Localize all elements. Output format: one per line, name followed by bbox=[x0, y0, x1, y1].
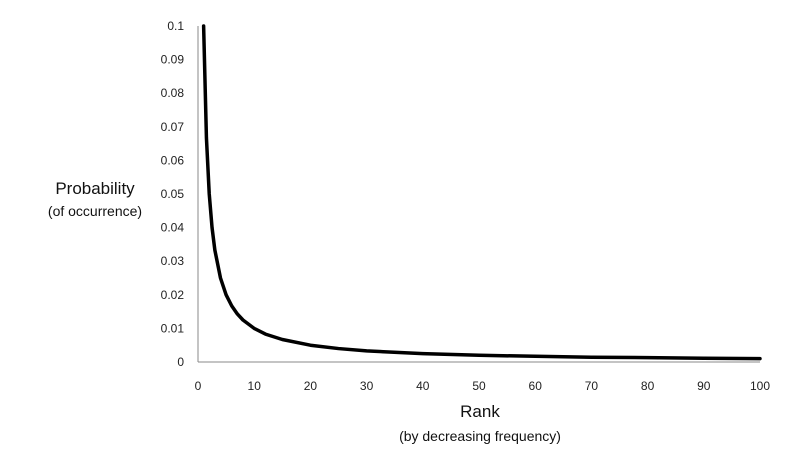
x-tick-labels: 0 10 20 30 40 50 60 70 80 90 100 bbox=[195, 379, 771, 393]
x-tick-label: 90 bbox=[697, 379, 711, 393]
y-tick-label: 0.07 bbox=[161, 120, 185, 134]
y-tick-labels: 0 0.01 0.02 0.03 0.04 0.05 0.06 0.07 0.08 0.09 0.1 bbox=[161, 19, 185, 369]
x-axis-sublabel: (by decreasing frequency) bbox=[399, 428, 561, 444]
y-tick-label: 0.1 bbox=[167, 19, 184, 33]
y-tick-label: 0.03 bbox=[161, 254, 185, 268]
y-tick-label: 0.09 bbox=[161, 53, 185, 67]
y-tick-label: 0.02 bbox=[161, 288, 185, 302]
x-tick-label: 60 bbox=[529, 379, 543, 393]
y-tick-label: 0 bbox=[177, 355, 184, 369]
x-tick-label: 80 bbox=[641, 379, 655, 393]
x-tick-label: 10 bbox=[248, 379, 262, 393]
y-tick-label: 0.08 bbox=[161, 86, 185, 100]
x-tick-label: 40 bbox=[416, 379, 430, 393]
x-tick-label: 0 bbox=[195, 379, 202, 393]
x-tick-label: 50 bbox=[472, 379, 486, 393]
y-tick-label: 0.04 bbox=[161, 221, 185, 235]
series-line bbox=[201, 24, 762, 361]
x-tick-label: 20 bbox=[304, 379, 318, 393]
x-axis-label: Rank bbox=[460, 402, 500, 421]
x-tick-label: 70 bbox=[585, 379, 599, 393]
axes bbox=[197, 26, 760, 363]
y-axis-sublabel: (of occurrence) bbox=[48, 203, 142, 219]
y-tick-label: 0.01 bbox=[161, 321, 185, 335]
y-axis-label: Probability bbox=[55, 179, 135, 198]
x-tick-label: 30 bbox=[360, 379, 374, 393]
y-tick-label: 0.06 bbox=[161, 153, 185, 167]
x-tick-label: 100 bbox=[750, 379, 770, 393]
y-tick-label: 0.05 bbox=[161, 187, 185, 201]
series-lines bbox=[201, 24, 762, 361]
